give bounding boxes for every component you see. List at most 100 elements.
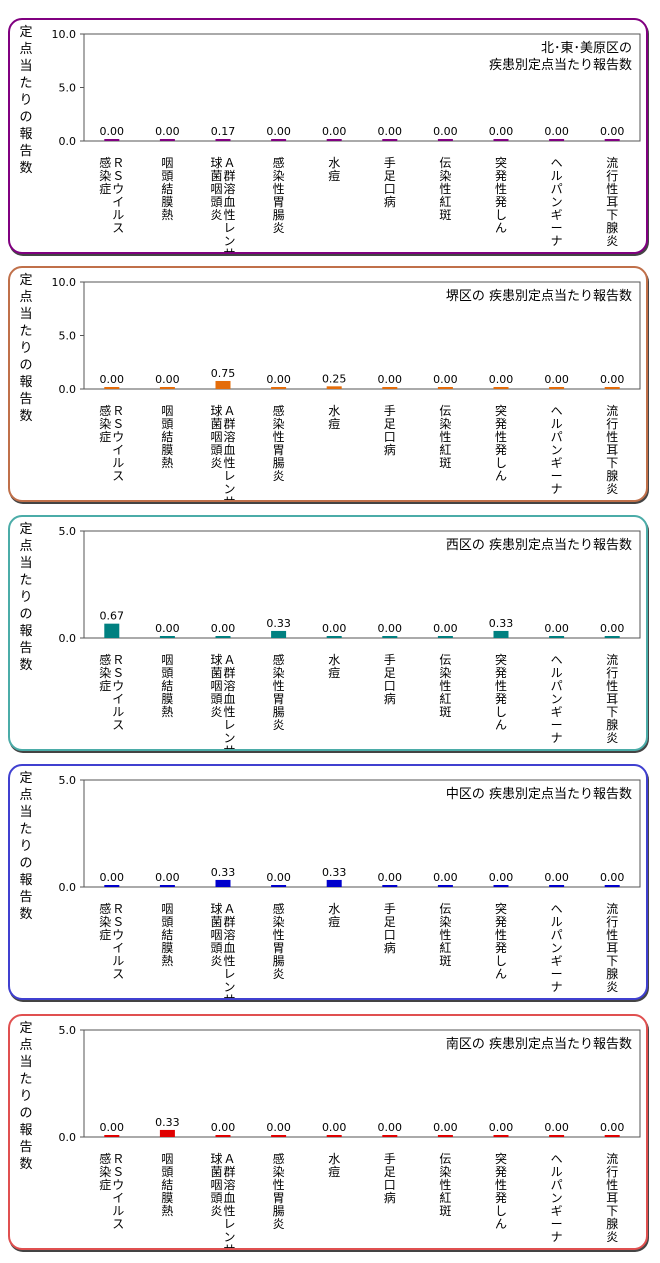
bar bbox=[382, 387, 398, 389]
y-tick-label: 0.0 bbox=[59, 135, 77, 148]
value-label: 0.33 bbox=[322, 866, 347, 879]
bar bbox=[104, 387, 120, 389]
value-label: 0.00 bbox=[211, 622, 236, 635]
plot-area bbox=[83, 1029, 641, 1138]
bar bbox=[549, 885, 565, 887]
bar-chart: 0.0 5.0 10.0 堺区の 疾患別定点当たり報告数 0.00 ＲＳウイルス感染症 0.… bbox=[52, 276, 641, 500]
category-label: 伝染性紅斑 bbox=[439, 1152, 451, 1218]
category-label: Ａ群溶血性レンサ球菌咽頭炎 bbox=[210, 1152, 235, 1248]
value-label: 0.33 bbox=[266, 617, 291, 630]
bar bbox=[104, 139, 120, 141]
category-label: ヘルパンギーナ bbox=[551, 653, 563, 745]
value-label: 0.00 bbox=[266, 871, 291, 884]
category-label: 伝染性紅斑 bbox=[439, 902, 451, 968]
category-label: 伝染性紅斑 bbox=[439, 404, 451, 470]
category-label: ヘルパンギーナ bbox=[551, 404, 563, 496]
y-tick-label: 10.0 bbox=[52, 28, 77, 41]
category-label: ＲＳウイルス感染症 bbox=[99, 155, 124, 235]
category-label: ＲＳウイルス感染症 bbox=[99, 901, 124, 981]
value-label: 0.00 bbox=[378, 125, 403, 138]
chart-panel: 定点当たりの報告数 0.0 5.0 西区の 疾患別定点当たり報告数 0.67 ＲＳウイルス… bbox=[8, 515, 648, 751]
value-label: 0.00 bbox=[211, 1121, 236, 1134]
value-label: 0.00 bbox=[155, 373, 180, 386]
bar bbox=[382, 636, 398, 638]
bar bbox=[159, 885, 175, 887]
bar bbox=[549, 1135, 565, 1137]
value-label: 0.00 bbox=[489, 871, 514, 884]
plot-area bbox=[83, 33, 641, 142]
bar bbox=[104, 623, 120, 638]
plot-area bbox=[83, 281, 641, 390]
bar bbox=[437, 387, 453, 389]
value-label: 0.00 bbox=[544, 871, 569, 884]
value-label: 0.00 bbox=[100, 871, 125, 884]
bar bbox=[604, 636, 620, 638]
value-label: 0.00 bbox=[433, 622, 458, 635]
y-axis-label: 定点当たりの報告数 bbox=[19, 273, 33, 424]
chart-title: 西区の 疾患別定点当たり報告数 bbox=[446, 538, 632, 553]
bar bbox=[215, 139, 231, 141]
bar bbox=[604, 387, 620, 389]
chart-title: 疾患別定点当たり報告数 bbox=[489, 58, 632, 73]
y-tick-label: 0.0 bbox=[59, 881, 77, 894]
y-tick-label: 10.0 bbox=[52, 276, 77, 289]
bar bbox=[604, 139, 620, 141]
category-label: 感染性胃腸炎 bbox=[273, 1151, 285, 1231]
value-label: 0.00 bbox=[266, 1121, 291, 1134]
bar bbox=[326, 139, 342, 141]
bar bbox=[326, 386, 342, 389]
bar bbox=[493, 630, 509, 638]
y-tick-label: 5.0 bbox=[59, 525, 77, 538]
y-tick-label: 0.0 bbox=[59, 632, 77, 645]
category-label: 突発性発しん bbox=[495, 901, 507, 981]
value-label: 0.00 bbox=[433, 871, 458, 884]
value-label: 0.00 bbox=[100, 125, 125, 138]
value-label: 0.00 bbox=[155, 622, 180, 635]
category-label: 感染性胃腸炎 bbox=[273, 901, 285, 981]
value-label: 0.00 bbox=[433, 373, 458, 386]
category-label: 手足口病 bbox=[384, 653, 396, 706]
bar-chart: 0.0 5.0 南区の 疾患別定点当たり報告数 0.00 ＲＳウイルス感染症 0.33 咽頭… bbox=[59, 1024, 641, 1248]
bar-chart: 0.0 5.0 西区の 疾患別定点当たり報告数 0.67 ＲＳウイルス感染症 0.00 咽頭… bbox=[59, 525, 641, 749]
category-label: 手足口病 bbox=[384, 1152, 396, 1205]
category-label: 流行性耳下腺炎 bbox=[606, 902, 618, 994]
value-label: 0.00 bbox=[600, 125, 625, 138]
y-tick-label: 0.0 bbox=[59, 1131, 77, 1144]
chart-panel: 定点当たりの報告数 0.0 5.0 南区の 疾患別定点当たり報告数 0.00 ＲＳウイルス… bbox=[8, 1014, 648, 1250]
category-label: ヘルパンギーナ bbox=[551, 156, 563, 248]
chart-title: 南区の 疾患別定点当たり報告数 bbox=[446, 1036, 632, 1052]
category-label: 感染性胃腸炎 bbox=[273, 155, 285, 235]
bar bbox=[271, 630, 287, 638]
bar bbox=[159, 636, 175, 638]
category-label: 咽頭結膜熱 bbox=[161, 653, 173, 719]
category-label: 流行性耳下腺炎 bbox=[606, 156, 618, 248]
category-label: 突発性発しん bbox=[495, 1151, 507, 1231]
plot-area bbox=[83, 530, 641, 639]
chart-title: 堺区の 疾患別定点当たり報告数 bbox=[446, 289, 632, 304]
value-label: 0.00 bbox=[544, 622, 569, 635]
value-label: 0.00 bbox=[600, 373, 625, 386]
category-label: ＲＳウイルス感染症 bbox=[99, 403, 124, 483]
bar bbox=[326, 1135, 342, 1137]
value-label: 0.00 bbox=[100, 373, 125, 386]
category-label: 流行性耳下腺炎 bbox=[606, 404, 618, 496]
value-label: 0.00 bbox=[155, 125, 180, 138]
category-label: 水痘 bbox=[328, 404, 340, 431]
bar bbox=[493, 1135, 509, 1137]
value-label: 0.33 bbox=[211, 866, 236, 879]
category-label: 水痘 bbox=[328, 156, 340, 183]
bar bbox=[271, 387, 287, 389]
category-label: 咽頭結膜熱 bbox=[161, 156, 173, 222]
category-label: 感染性胃腸炎 bbox=[273, 652, 285, 732]
bar bbox=[326, 879, 342, 887]
value-label: 0.00 bbox=[544, 1121, 569, 1134]
value-label: 0.75 bbox=[211, 367, 236, 380]
bar bbox=[604, 885, 620, 887]
y-tick-label: 5.0 bbox=[59, 82, 77, 95]
bar bbox=[215, 879, 231, 887]
y-tick-label: 5.0 bbox=[59, 774, 77, 787]
category-label: 伝染性紅斑 bbox=[439, 156, 451, 222]
category-label: 水痘 bbox=[328, 653, 340, 680]
bar bbox=[159, 387, 175, 389]
category-label: 伝染性紅斑 bbox=[439, 653, 451, 719]
